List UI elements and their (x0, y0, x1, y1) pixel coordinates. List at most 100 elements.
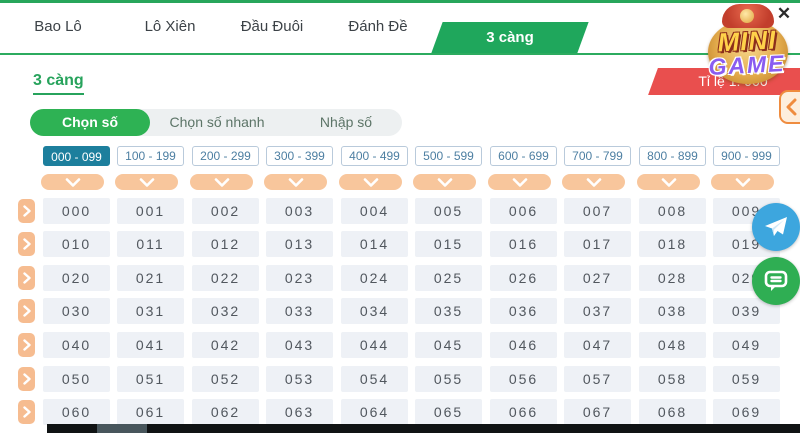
number-cell[interactable]: 059 (713, 366, 780, 392)
number-cell[interactable]: 010 (43, 231, 110, 257)
number-cell[interactable]: 061 (117, 399, 184, 425)
number-cell[interactable]: 016 (490, 231, 557, 257)
number-cell[interactable]: 045 (415, 332, 482, 358)
range-dropdown-button[interactable] (488, 174, 551, 190)
number-cell[interactable]: 065 (415, 399, 482, 425)
number-cell[interactable]: 048 (639, 332, 706, 358)
close-icon[interactable]: ✕ (776, 4, 792, 23)
range-dropdown-button[interactable] (562, 174, 625, 190)
number-cell[interactable]: 053 (266, 366, 333, 392)
range-dropdown-button[interactable] (413, 174, 476, 190)
range-dropdown-button[interactable] (339, 174, 402, 190)
number-cell[interactable]: 013 (266, 231, 333, 257)
number-cell[interactable]: 003 (266, 198, 333, 224)
range-dropdown-button[interactable] (711, 174, 774, 190)
number-cell[interactable]: 040 (43, 332, 110, 358)
tab-lo-xien[interactable]: Lô Xiên (144, 18, 196, 35)
number-cell[interactable]: 058 (639, 366, 706, 392)
number-cell[interactable]: 005 (415, 198, 482, 224)
number-cell[interactable]: 032 (192, 298, 259, 324)
range-chip[interactable]: 700 - 799 (564, 146, 631, 166)
number-cell[interactable]: 004 (341, 198, 408, 224)
range-chip[interactable]: 400 - 499 (341, 146, 408, 166)
number-cell[interactable]: 063 (266, 399, 333, 425)
tab-dau-duoi[interactable]: Đầu Đuôi (240, 18, 304, 35)
chat-button[interactable] (752, 257, 800, 305)
range-chip[interactable]: 800 - 899 (639, 146, 706, 166)
row-expand-button[interactable] (18, 266, 35, 290)
mode-tab-chon-so[interactable]: Chọn số (30, 109, 150, 136)
number-cell[interactable]: 023 (266, 265, 333, 291)
number-cell[interactable]: 055 (415, 366, 482, 392)
number-cell[interactable]: 026 (490, 265, 557, 291)
side-nav-button[interactable] (779, 90, 800, 124)
number-cell[interactable]: 067 (564, 399, 631, 425)
number-cell[interactable]: 043 (266, 332, 333, 358)
row-expand-button[interactable] (18, 299, 35, 323)
range-dropdown-button[interactable] (264, 174, 327, 190)
number-cell[interactable]: 062 (192, 399, 259, 425)
number-cell[interactable]: 020 (43, 265, 110, 291)
number-cell[interactable]: 030 (43, 298, 110, 324)
number-cell[interactable]: 015 (415, 231, 482, 257)
number-cell[interactable]: 024 (341, 265, 408, 291)
row-expand-button[interactable] (18, 199, 35, 223)
number-cell[interactable]: 041 (117, 332, 184, 358)
range-chip[interactable]: 300 - 399 (266, 146, 333, 166)
number-cell[interactable]: 001 (117, 198, 184, 224)
telegram-button[interactable] (752, 203, 800, 251)
range-dropdown-button[interactable] (190, 174, 253, 190)
number-cell[interactable]: 036 (490, 298, 557, 324)
number-cell[interactable]: 014 (341, 231, 408, 257)
bottom-scrollbar[interactable] (47, 424, 800, 433)
number-cell[interactable]: 051 (117, 366, 184, 392)
tab-danh-de[interactable]: Đánh Đề (348, 18, 408, 35)
number-cell[interactable]: 042 (192, 332, 259, 358)
range-chip[interactable]: 100 - 199 (117, 146, 184, 166)
number-cell[interactable]: 011 (117, 231, 184, 257)
range-chip[interactable]: 200 - 299 (192, 146, 259, 166)
tab-bao-lo[interactable]: Bao Lô (34, 18, 82, 35)
range-dropdown-button[interactable] (41, 174, 104, 190)
number-cell[interactable]: 046 (490, 332, 557, 358)
number-cell[interactable]: 017 (564, 231, 631, 257)
number-cell[interactable]: 002 (192, 198, 259, 224)
number-cell[interactable]: 028 (639, 265, 706, 291)
scrollbar-thumb[interactable] (97, 424, 147, 433)
number-cell[interactable]: 022 (192, 265, 259, 291)
number-cell[interactable]: 060 (43, 399, 110, 425)
number-cell[interactable]: 038 (639, 298, 706, 324)
number-cell[interactable]: 018 (639, 231, 706, 257)
number-cell[interactable]: 037 (564, 298, 631, 324)
number-cell[interactable]: 006 (490, 198, 557, 224)
range-chip[interactable]: 000 - 099 (43, 146, 110, 166)
number-cell[interactable]: 012 (192, 231, 259, 257)
number-cell[interactable]: 049 (713, 332, 780, 358)
range-chip[interactable]: 500 - 599 (415, 146, 482, 166)
row-expand-button[interactable] (18, 333, 35, 357)
row-expand-button[interactable] (18, 400, 35, 424)
number-cell[interactable]: 044 (341, 332, 408, 358)
number-cell[interactable]: 054 (341, 366, 408, 392)
number-cell[interactable]: 056 (490, 366, 557, 392)
number-cell[interactable]: 069 (713, 399, 780, 425)
number-cell[interactable]: 007 (564, 198, 631, 224)
number-cell[interactable]: 068 (639, 399, 706, 425)
range-chip[interactable]: 600 - 699 (490, 146, 557, 166)
number-cell[interactable]: 008 (639, 198, 706, 224)
number-cell[interactable]: 025 (415, 265, 482, 291)
number-cell[interactable]: 034 (341, 298, 408, 324)
number-cell[interactable]: 035 (415, 298, 482, 324)
mode-tab-chon-so-nhanh[interactable]: Chọn số nhanh (169, 114, 265, 130)
range-dropdown-button[interactable] (637, 174, 700, 190)
range-dropdown-button[interactable] (115, 174, 178, 190)
row-expand-button[interactable] (18, 232, 35, 256)
mode-tab-nhap-so[interactable]: Nhập số (319, 114, 373, 130)
number-cell[interactable]: 031 (117, 298, 184, 324)
number-cell[interactable]: 066 (490, 399, 557, 425)
number-cell[interactable]: 052 (192, 366, 259, 392)
number-cell[interactable]: 064 (341, 399, 408, 425)
number-cell[interactable]: 021 (117, 265, 184, 291)
range-chip[interactable]: 900 - 999 (713, 146, 780, 166)
number-cell[interactable]: 047 (564, 332, 631, 358)
